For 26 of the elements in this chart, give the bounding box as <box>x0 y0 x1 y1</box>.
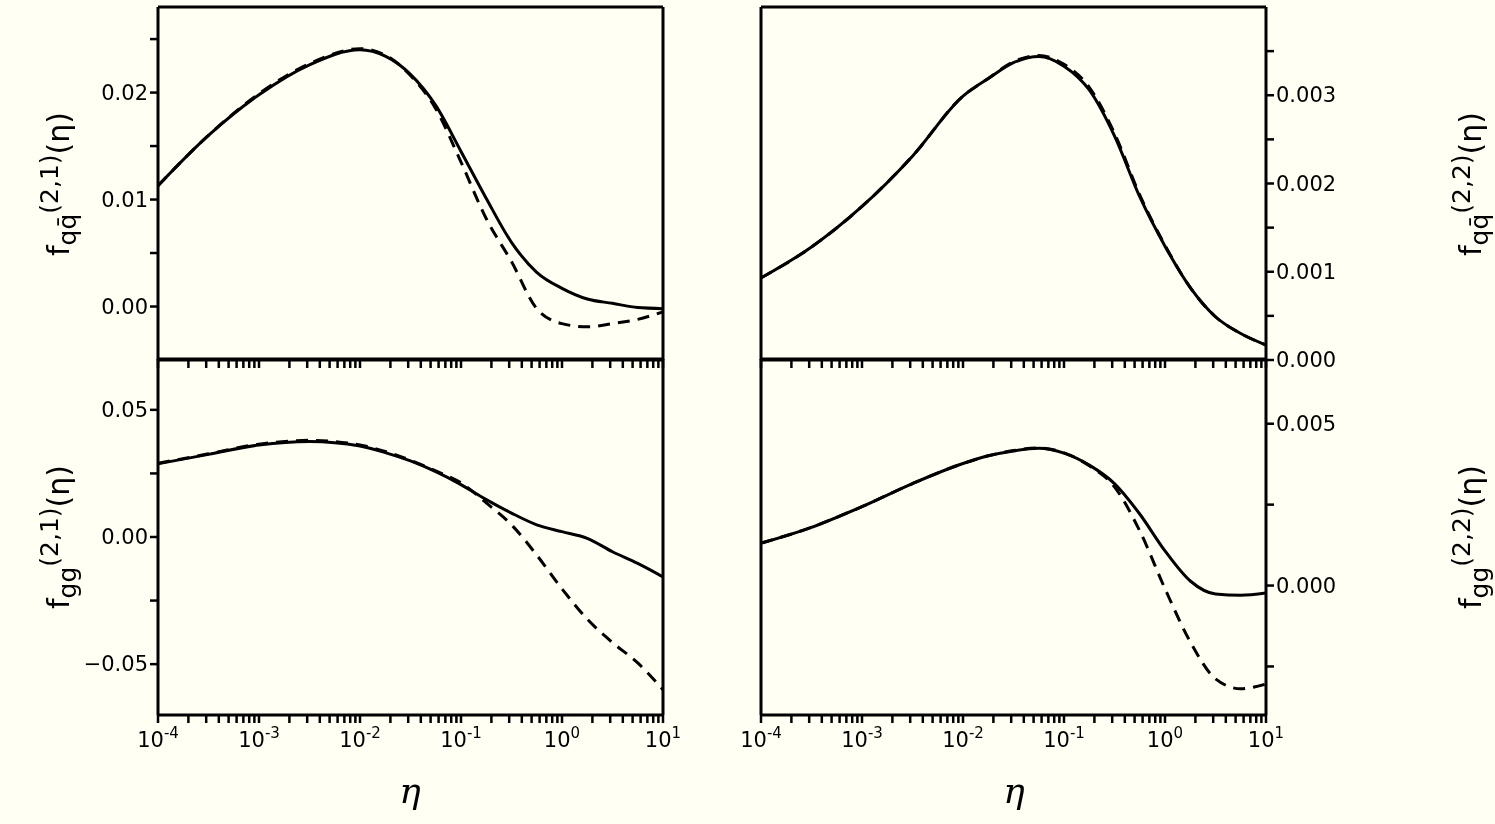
y-tick-label: 0.00 <box>101 294 148 319</box>
y-tick-label: 0.002 <box>1276 171 1337 196</box>
x-tick-label: 10$^{-1}$ <box>440 724 482 752</box>
y-tick-label: 0.02 <box>101 80 148 105</box>
x-tick-label: 10$^{-3}$ <box>841 724 883 752</box>
x-tick-label: 10$^{-3}$ <box>238 724 280 752</box>
x-tick-label: 10$^{-4}$ <box>740 724 782 752</box>
x-axis-title: η <box>1002 770 1026 811</box>
y-tick-label: 0.005 <box>1276 411 1337 436</box>
y-tick-label: 0.00 <box>101 525 148 549</box>
y-tick-label: 0.003 <box>1276 83 1337 108</box>
x-tick-label: 10$^{1}$ <box>644 724 682 752</box>
y-tick-label: 0.001 <box>1276 259 1337 284</box>
y-tick-label: −0.05 <box>83 652 148 677</box>
x-tick-label: 10$^{0}$ <box>1146 724 1184 752</box>
x-tick-label: 10$^{-2}$ <box>339 724 381 752</box>
y-tick-label: 0.000 <box>1276 348 1337 372</box>
x-tick-label: 10$^{0}$ <box>543 724 581 752</box>
x-tick-label: 10$^{1}$ <box>1247 724 1285 752</box>
y-tick-label: 0.05 <box>101 397 148 422</box>
x-tick-label: 10$^{-1}$ <box>1043 724 1085 752</box>
x-tick-label: 10$^{-2}$ <box>942 724 984 752</box>
y-tick-label: 0.01 <box>101 187 148 212</box>
x-axis-title: η <box>398 770 422 811</box>
y-tick-label: 0.000 <box>1276 573 1337 598</box>
x-tick-label: 10$^{-4}$ <box>137 724 179 752</box>
